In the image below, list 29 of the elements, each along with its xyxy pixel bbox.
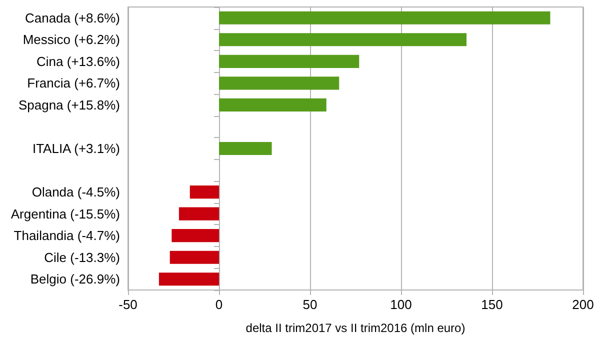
bar <box>219 76 340 90</box>
x-axis-title: delta II trim2017 vs II trim2016 (mln euro) <box>246 321 466 335</box>
x-tick-label: 150 <box>481 297 503 312</box>
bar <box>172 229 219 242</box>
x-tick-label: 0 <box>215 297 223 312</box>
y-tick-label: Francia (+6.7%) <box>27 76 120 91</box>
y-tick-label: Cina (+13.6%) <box>36 54 120 69</box>
bar <box>219 11 550 24</box>
y-tick-label: Belgio (-26.9%) <box>30 272 120 287</box>
bar <box>178 207 219 220</box>
x-tick-label: 200 <box>572 297 594 312</box>
y-tick-label: Messico (+6.2%) <box>22 32 120 48</box>
y-tick-label: ITALIA (+3.1%) <box>32 141 120 156</box>
y-tick-label: Cile (-13.3%) <box>44 250 120 265</box>
y-tick-label: Canada (+8.6%) <box>24 10 120 26</box>
y-tick-label: Olanda (-4.5%) <box>32 184 120 200</box>
x-tick-label: 50 <box>302 297 318 312</box>
bar <box>190 186 219 199</box>
bar <box>219 142 272 156</box>
bar <box>158 272 219 286</box>
x-tick-label: 100 <box>390 297 412 312</box>
bar <box>219 54 360 68</box>
y-tick-label: Spagna (+15.8%) <box>18 97 120 112</box>
y-tick-label: Argentina (-15.5%) <box>10 206 120 222</box>
bar <box>219 98 326 112</box>
bar <box>170 250 219 264</box>
y-tick-label: Thailandia (-4.7%) <box>14 228 120 244</box>
x-tick-label: -50 <box>118 297 138 312</box>
bar <box>219 33 467 46</box>
